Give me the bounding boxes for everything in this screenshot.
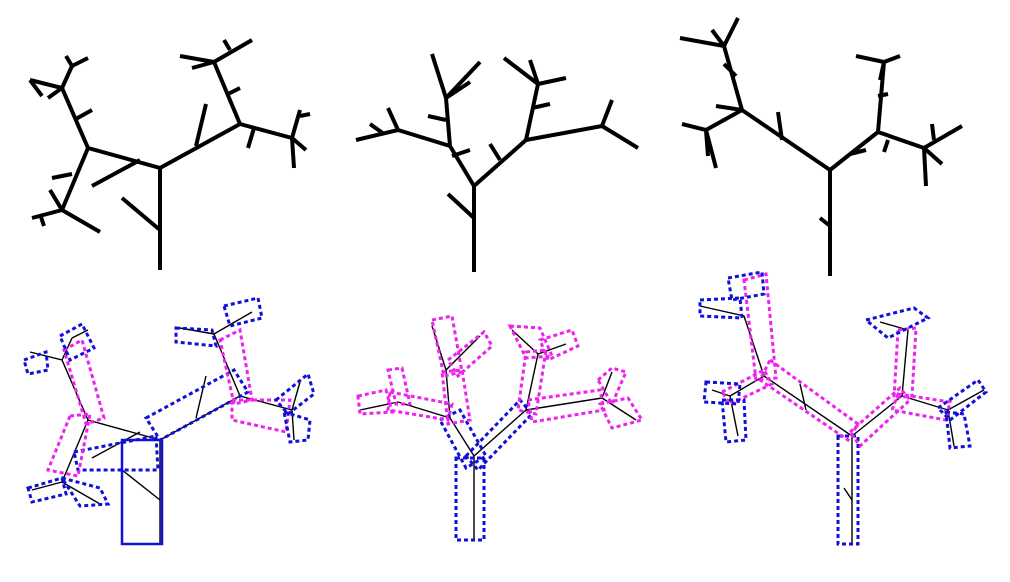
tree-2-annotated-branches xyxy=(359,325,637,540)
group-box xyxy=(386,390,454,422)
group-box xyxy=(26,476,68,504)
group-box xyxy=(538,328,580,363)
group-box xyxy=(440,368,472,426)
group-box xyxy=(437,408,489,471)
group-box xyxy=(702,380,742,406)
group-box xyxy=(174,326,218,348)
group-box xyxy=(58,475,111,508)
tree-2 xyxy=(355,53,640,272)
group-box xyxy=(58,321,97,363)
group-box xyxy=(22,349,50,376)
group-box xyxy=(720,398,748,444)
group-box xyxy=(516,348,548,416)
trunk-box xyxy=(120,438,164,546)
group-box xyxy=(430,314,464,378)
group-box xyxy=(446,329,494,379)
group-box xyxy=(282,409,312,444)
group-box xyxy=(726,270,766,302)
group-box xyxy=(507,324,555,360)
group-box xyxy=(273,371,316,417)
group-box xyxy=(230,398,292,434)
group-box xyxy=(596,366,629,408)
group-box xyxy=(847,385,913,449)
tree-1 xyxy=(28,38,311,270)
group-box xyxy=(222,296,264,328)
group-box xyxy=(143,368,251,442)
tree-2-annotated xyxy=(356,314,645,542)
group-box xyxy=(463,397,535,473)
trunk-box xyxy=(836,434,860,546)
tree-1-annotated xyxy=(22,296,316,546)
group-box xyxy=(719,368,775,406)
group-box xyxy=(758,357,861,443)
group-box xyxy=(356,388,394,416)
group-box xyxy=(218,327,254,406)
group-box xyxy=(742,272,778,382)
group-box xyxy=(944,410,972,450)
group-box xyxy=(862,306,931,340)
group-box xyxy=(698,296,744,320)
group-box xyxy=(72,434,160,472)
group-box xyxy=(62,337,106,426)
tree-3 xyxy=(679,17,964,276)
group-box xyxy=(935,377,989,422)
tree-3-annotated xyxy=(698,270,989,546)
group-box xyxy=(45,412,92,478)
tree-3-annotated-branches xyxy=(699,305,985,544)
trunk-box xyxy=(454,456,486,542)
group-box xyxy=(386,366,412,406)
group-box xyxy=(597,396,645,430)
